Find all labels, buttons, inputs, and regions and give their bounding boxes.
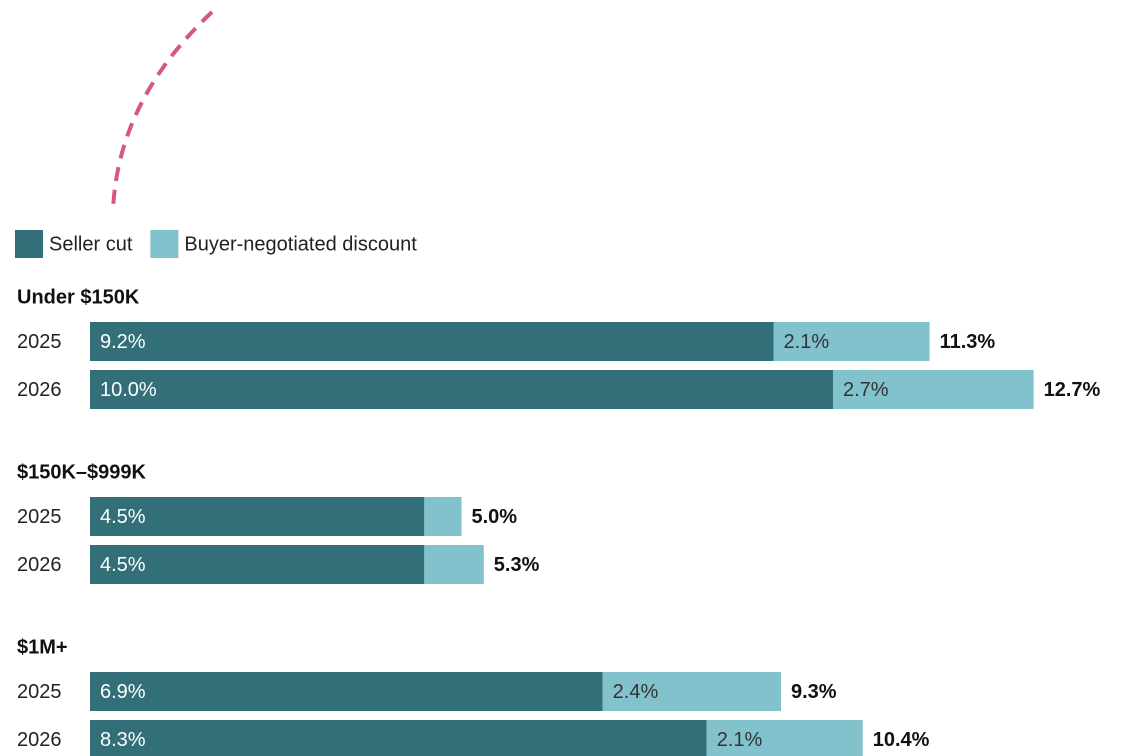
bar-segment: [773, 322, 930, 361]
bar-segment: [602, 672, 781, 711]
decorative-arc: [111, 10, 214, 211]
row-label: 2026: [17, 729, 62, 751]
row-label: 2026: [17, 379, 62, 401]
total-label: 11.3%: [940, 331, 996, 353]
segment-label: 2.1%: [784, 331, 830, 353]
total-label: 10.4%: [873, 729, 930, 751]
bar-segment: [424, 545, 484, 584]
total-label: 5.3%: [494, 554, 540, 576]
bar-segment: [90, 720, 707, 756]
bar-segment: [90, 672, 603, 711]
segment-label: 6.9%: [100, 681, 146, 703]
group-title: $1M+: [17, 636, 68, 658]
bar-segment: [706, 720, 863, 756]
legend-swatch: [150, 230, 179, 258]
row-label: 2025: [17, 506, 62, 528]
total-label: 9.3%: [791, 681, 837, 703]
legend-label: Buyer-negotiated discount: [184, 233, 417, 255]
segment-label: 10.0%: [100, 379, 157, 401]
total-label: 12.7%: [1044, 379, 1101, 401]
total-label: 5.0%: [472, 506, 518, 528]
bar-segment: [90, 370, 833, 409]
bar-segment: [424, 497, 462, 536]
legend-swatch: [15, 230, 43, 258]
bar-segment: [90, 545, 425, 584]
segment-label: 2.4%: [613, 681, 659, 703]
segment-label: 9.2%: [100, 331, 146, 353]
row-label: 2025: [17, 331, 62, 353]
segment-label: 2.1%: [717, 729, 763, 751]
row-label: 2025: [17, 681, 62, 703]
group-title: $150K–$999K: [17, 461, 147, 483]
bar-segment: [90, 322, 774, 361]
segment-label: 4.5%: [100, 506, 146, 528]
group-title: Under $150K: [17, 286, 140, 308]
segment-label: 2.7%: [843, 379, 889, 401]
segment-label: 4.5%: [100, 554, 146, 576]
row-label: 2026: [17, 554, 62, 576]
bar-segment: [90, 497, 425, 536]
legend-label: Seller cut: [49, 233, 133, 255]
segment-label: 8.3%: [100, 729, 146, 751]
bar-segment: [833, 370, 1034, 409]
